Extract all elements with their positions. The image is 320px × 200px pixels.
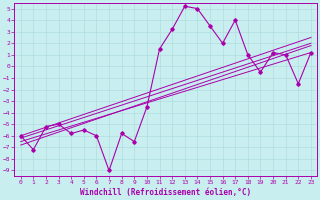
- X-axis label: Windchill (Refroidissement éolien,°C): Windchill (Refroidissement éolien,°C): [80, 188, 252, 197]
